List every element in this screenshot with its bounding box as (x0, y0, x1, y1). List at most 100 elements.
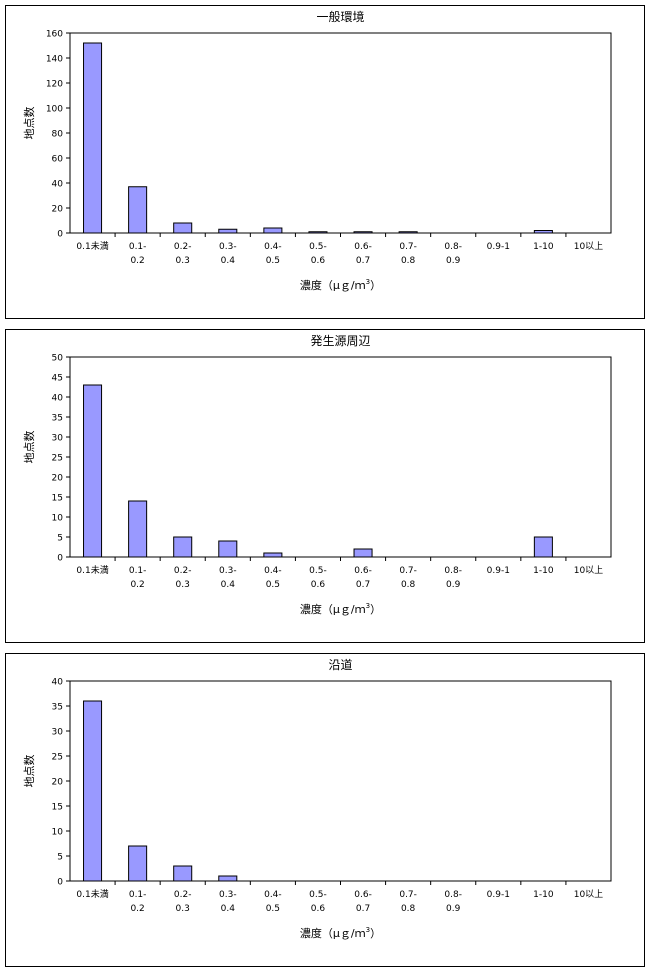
y-tick-label: 40 (52, 678, 64, 688)
x-tick-label: 0.8- (444, 890, 462, 900)
x-tick-label: 0.3- (219, 566, 237, 576)
x-tick-label: 0.5- (309, 566, 327, 576)
bar (308, 231, 328, 234)
x-tick-label: 10以上 (574, 241, 603, 252)
x-tick-label: 0.8- (444, 242, 462, 252)
x-tick-label: 0.7- (399, 242, 417, 252)
bar (533, 536, 553, 558)
x-tick-label-line2: 0.5 (266, 580, 280, 590)
bar (128, 186, 148, 234)
y-tick-label: 20 (52, 205, 64, 215)
y-tick-label: 30 (52, 728, 64, 738)
bar (218, 228, 238, 234)
x-tick-label: 0.4- (264, 566, 282, 576)
x-tick-label: 0.1未満 (76, 888, 108, 900)
x-tick-label-line2: 0.2 (130, 256, 144, 266)
x-tick-label: 0.8- (444, 566, 462, 576)
chart-title: 発生源周辺 (310, 334, 370, 348)
y-axis-label: 地点数 (23, 431, 36, 464)
chart-panel-source: 発生源周辺 0 5 10 15 20 25 30 35 40 45 50 地点数 0.1未満 0.1- 0.2… (5, 329, 645, 643)
x-axis-label-main: 濃度（μｇ/ｍ (300, 602, 366, 616)
y-tick-label: 100 (46, 105, 63, 115)
bar (218, 875, 238, 882)
x-tick-label-line2: 0.7 (356, 580, 370, 590)
y-tick-label: 10 (52, 514, 64, 524)
y-tick-label: 120 (46, 80, 63, 90)
x-tick-label: 0.6- (354, 242, 372, 252)
y-tick-label: 15 (52, 494, 63, 504)
bar (173, 536, 193, 558)
x-tick-label-line2: 0.6 (311, 580, 326, 590)
y-tick-label: 160 (46, 30, 63, 40)
chart-title: 沿道 (328, 658, 352, 672)
chart-svg: 一般環境 0 20 40 60 80 100 120 140 160 地点数 0.1未満 0.1- 0.2… (23, 9, 612, 292)
y-tick-label: 5 (57, 853, 63, 863)
y-tick-label: 35 (52, 414, 63, 424)
x-tick-label: 1-10 (533, 890, 554, 900)
x-axis-label-end: ） (370, 603, 381, 616)
x-axis-label-end: ） (370, 279, 381, 292)
chart-title: 一般環境 (316, 9, 364, 24)
y-tick-label: 0 (57, 230, 63, 240)
x-tick-label: 0.5- (309, 890, 327, 900)
y-tick-label: 15 (52, 803, 63, 813)
bar (353, 548, 373, 558)
x-tick-label: 0.9-1 (487, 242, 510, 252)
bar (263, 552, 283, 558)
x-tick-label-line2: 0.2 (130, 904, 144, 914)
bar (128, 500, 148, 558)
bar (218, 540, 238, 558)
x-axis-label-end: ） (370, 927, 381, 940)
x-tick-label: 0.7- (399, 566, 417, 576)
bar (173, 222, 193, 234)
x-tick-label-line2: 0.4 (221, 904, 236, 914)
x-tick-label-line2: 0.9 (446, 904, 461, 914)
chart-svg: 発生源周辺 0 5 10 15 20 25 30 35 40 45 50 地点数 0.1未満 0.1- 0.2… (23, 334, 612, 616)
x-tick-label: 0.6- (354, 890, 372, 900)
x-axis-label: 濃度（μｇ/ｍ3） (300, 278, 381, 292)
x-tick-label: 0.1- (129, 890, 147, 900)
bar (398, 231, 418, 234)
y-tick-label: 60 (52, 155, 64, 165)
y-tick-label: 40 (52, 394, 64, 404)
x-tick-label-line2: 0.7 (356, 256, 370, 266)
x-tick-label-line2: 0.2 (130, 580, 144, 590)
bar (83, 384, 103, 558)
x-tick-label: 0.1- (129, 566, 147, 576)
x-tick-label: 0.6- (354, 566, 372, 576)
y-tick-label: 20 (52, 778, 64, 788)
x-tick-label-line2: 0.9 (446, 256, 461, 266)
x-tick-label-line2: 0.8 (401, 256, 416, 266)
y-tick-label: 35 (52, 703, 63, 713)
y-axis-label: 地点数 (23, 107, 36, 140)
y-tick-label: 5 (57, 534, 63, 544)
y-tick-label: 20 (52, 474, 64, 484)
x-tick-label-line2: 0.3 (176, 904, 190, 914)
x-tick-label: 0.1- (129, 242, 147, 252)
x-tick-label: 10以上 (574, 565, 603, 576)
plot-area (69, 356, 612, 558)
x-tick-label-line2: 0.9 (446, 580, 461, 590)
x-axis-label-sup: 3 (366, 278, 370, 286)
x-tick-label-line2: 0.5 (266, 904, 280, 914)
plot-area (69, 680, 612, 882)
x-tick-label-line2: 0.8 (401, 580, 416, 590)
y-tick-label: 140 (46, 55, 63, 65)
x-tick-label: 0.1未満 (76, 564, 108, 576)
bar (173, 865, 193, 882)
x-tick-label-line2: 0.3 (176, 256, 190, 266)
x-tick-label: 1-10 (533, 566, 554, 576)
x-tick-label-line2: 0.8 (401, 904, 416, 914)
bar (128, 845, 148, 882)
plot-area (69, 32, 612, 234)
x-tick-label: 0.2- (174, 566, 192, 576)
x-tick-label: 0.3- (219, 890, 237, 900)
x-axis-label-sup: 3 (366, 602, 370, 610)
chart-panel-general: 一般環境 0 20 40 60 80 100 120 140 160 地点数 0.1未満 0.1- 0.2… (5, 5, 645, 319)
bar (353, 231, 373, 234)
bar (263, 227, 283, 234)
x-axis-label: 濃度（μｇ/ｍ3） (300, 602, 381, 616)
x-axis-label: 濃度（μｇ/ｍ3） (300, 926, 381, 940)
bar (83, 700, 103, 882)
x-axis-label-main: 濃度（μｇ/ｍ (300, 926, 366, 940)
